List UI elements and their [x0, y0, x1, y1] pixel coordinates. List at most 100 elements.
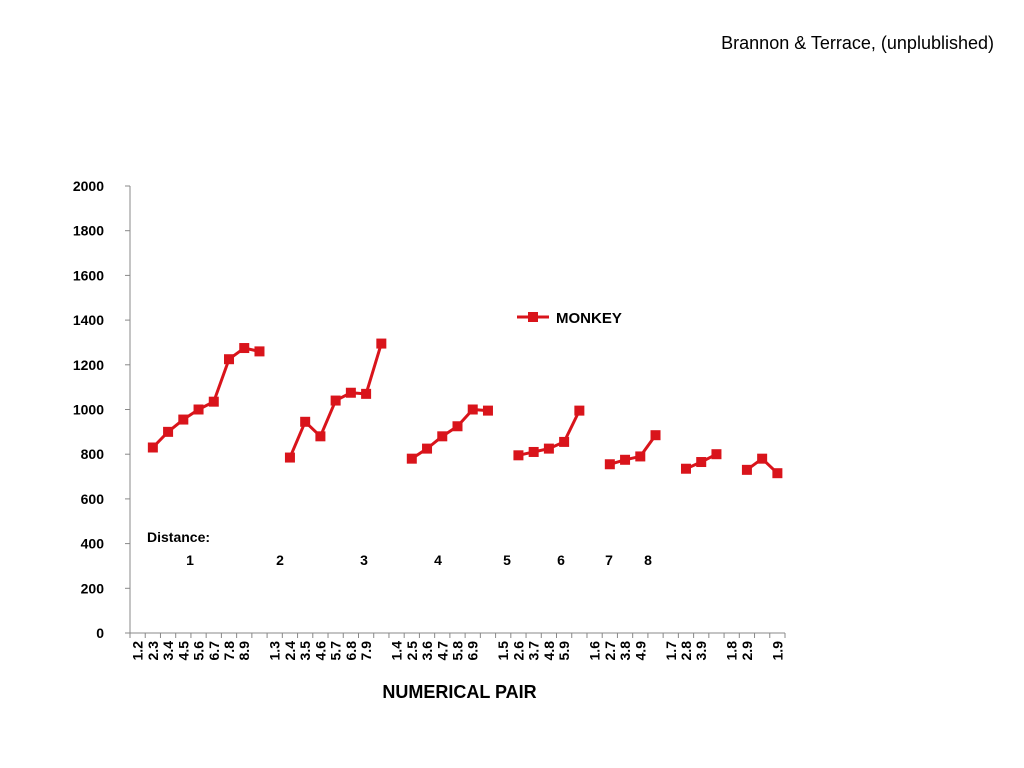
- data-point-marker: [178, 414, 189, 425]
- x-tick-label: 1.3: [267, 641, 283, 661]
- data-point-marker: [345, 387, 356, 398]
- y-tick-labels: 0 200 400 600 800 1000 1200 1400 1600 1800 2000: [73, 178, 104, 641]
- data-point-marker: [422, 443, 433, 454]
- x-axis-title: NUMERICAL PAIR: [382, 682, 536, 702]
- y-tick-label: 1800: [73, 223, 104, 239]
- data-point-marker: [680, 463, 691, 474]
- data-point-marker: [284, 452, 295, 463]
- data-point-marker: [406, 453, 417, 464]
- x-tick-label: 2.5: [404, 641, 420, 661]
- y-tick-label: 800: [81, 446, 105, 462]
- y-tick-label: 2000: [73, 178, 104, 194]
- distance-value: 5: [503, 552, 511, 568]
- distance-value: 6: [557, 552, 565, 568]
- x-tick-label: 3.6: [419, 641, 435, 661]
- x-tick-label: 1.8: [724, 641, 740, 661]
- data-point-marker: [224, 354, 235, 365]
- data-point-marker: [528, 446, 539, 457]
- series-lines: [151, 343, 779, 475]
- data-point-marker: [437, 431, 448, 442]
- x-tick-label: 1.7: [663, 641, 679, 661]
- x-tick-label: 4.6: [312, 641, 328, 661]
- data-point-marker: [711, 449, 722, 460]
- x-tick-label: 2.6: [510, 641, 526, 661]
- data-point-marker: [193, 404, 204, 415]
- x-tick-label: 6.7: [206, 641, 222, 661]
- x-tick-label: 3.4: [160, 641, 176, 661]
- y-tick-label: 400: [81, 536, 105, 552]
- data-point-marker: [696, 457, 707, 468]
- data-point-marker: [254, 346, 265, 357]
- data-point-marker: [559, 436, 570, 447]
- x-tick-label: 6.8: [343, 641, 359, 661]
- legend-label: MONKEY: [556, 310, 622, 327]
- data-point-marker: [757, 453, 768, 464]
- y-tick-label: 1000: [73, 402, 104, 418]
- x-tick-label: 1.9: [769, 641, 785, 661]
- x-tick-label: 5.7: [328, 641, 344, 661]
- x-tick-label: 3.8: [617, 641, 633, 661]
- x-tick-label: 4.7: [434, 641, 450, 661]
- data-point-marker: [361, 388, 372, 399]
- x-tick-label: 2.8: [678, 641, 694, 661]
- x-tick-label: 5.9: [556, 641, 572, 661]
- x-tick-label: 6.9: [465, 641, 481, 661]
- x-tick-label: 2.9: [739, 641, 755, 661]
- y-tick-label: 1200: [73, 357, 104, 373]
- data-point-marker: [635, 451, 646, 462]
- citation-text: Brannon & Terrace, (unplublished): [721, 33, 994, 53]
- distance-value: 7: [605, 552, 613, 568]
- data-point-marker: [543, 443, 554, 454]
- x-tick-label: 2.7: [602, 641, 618, 661]
- x-tick-label: 2.4: [282, 641, 298, 661]
- x-tick-label: 4.5: [175, 641, 191, 661]
- data-point-marker: [376, 338, 387, 349]
- x-tick-label: 1.2: [130, 641, 146, 661]
- data-point-marker: [452, 421, 463, 432]
- distance-value: 2: [276, 552, 284, 568]
- x-tick-label: 4.9: [632, 641, 648, 661]
- x-tick-label: 3.7: [526, 641, 542, 661]
- chart-axes: [125, 185, 786, 638]
- distance-label: Distance:: [147, 529, 210, 545]
- x-tick-label: 5.8: [450, 641, 466, 661]
- y-tick-label: 1600: [73, 267, 104, 283]
- x-tick-label: 3.5: [297, 641, 313, 661]
- distance-value: 4: [434, 552, 442, 568]
- x-tick-label: 4.8: [541, 641, 557, 661]
- x-tick-label: 5.6: [191, 641, 207, 661]
- y-tick-label: 0: [96, 625, 104, 641]
- data-point-marker: [330, 395, 341, 406]
- legend-marker: [528, 312, 538, 322]
- x-tick-label: 1.6: [587, 641, 603, 661]
- data-point-marker: [163, 426, 174, 437]
- distance-value: 8: [644, 552, 652, 568]
- data-point-marker: [574, 405, 585, 416]
- y-tick-label: 600: [81, 491, 105, 507]
- data-point-marker: [620, 454, 631, 465]
- series-markers: [147, 338, 783, 479]
- series-line-segment: [609, 434, 657, 466]
- y-tick-label: 1400: [73, 312, 104, 328]
- data-point-marker: [513, 450, 524, 461]
- data-point-marker: [741, 464, 752, 475]
- x-tick-label: 1.4: [389, 641, 405, 661]
- data-point-marker: [650, 430, 661, 441]
- data-point-marker: [315, 431, 326, 442]
- distance-value: 1: [186, 552, 194, 568]
- data-point-marker: [208, 396, 219, 407]
- distance-value: 3: [360, 552, 368, 568]
- x-tick-label: 8.9: [236, 641, 252, 661]
- data-point-marker: [147, 442, 158, 453]
- data-point-marker: [604, 459, 615, 470]
- distance-annotations: Distance: 1 2 3 4 5 6 7 8: [147, 529, 652, 568]
- x-tick-label: 1.5: [495, 641, 511, 661]
- data-point-marker: [300, 416, 311, 427]
- x-tick-label: 7.9: [358, 641, 374, 661]
- data-point-marker: [467, 404, 478, 415]
- x-tick-label: 2.3: [145, 641, 161, 661]
- data-point-marker: [482, 405, 493, 416]
- legend: MONKEY: [517, 310, 622, 327]
- x-tick-label: 3.9: [693, 641, 709, 661]
